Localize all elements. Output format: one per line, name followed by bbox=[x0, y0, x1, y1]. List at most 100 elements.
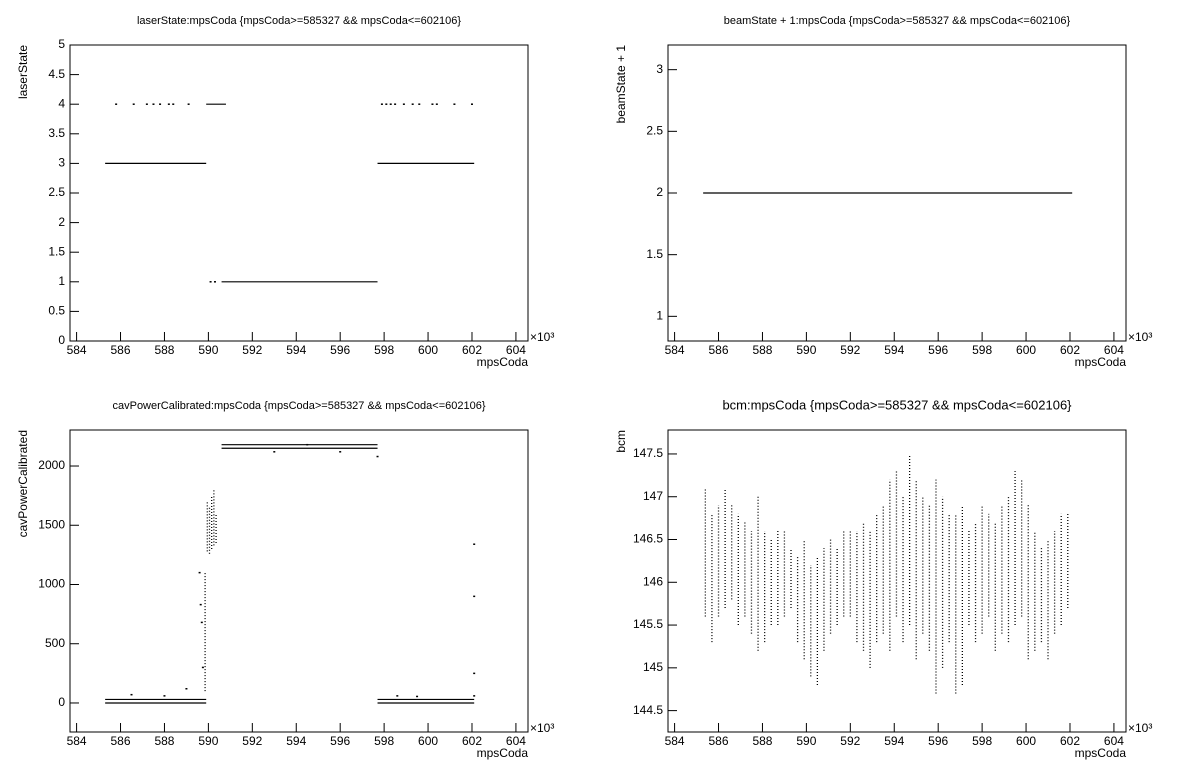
x-tick-label: 594 bbox=[286, 343, 306, 357]
chart-title: laserState:mpsCoda {mpsCoda>=585327 && m… bbox=[137, 15, 461, 27]
y-tick-label: 2000 bbox=[38, 458, 65, 472]
y-tick-label: 5 bbox=[58, 37, 65, 51]
x-tick-label: 596 bbox=[928, 343, 948, 357]
x-axis-label: mpsCoda bbox=[477, 355, 529, 369]
y-tick-label: 0 bbox=[58, 333, 65, 347]
y-tick-label: 147.5 bbox=[633, 446, 663, 460]
x-tick-label: 600 bbox=[418, 734, 438, 748]
data-point bbox=[172, 103, 175, 105]
x-scale-label: ×10³ bbox=[530, 721, 554, 735]
x-tick-label: 586 bbox=[111, 343, 131, 357]
y-tick-label: 4 bbox=[58, 96, 65, 110]
x-tick-label: 598 bbox=[374, 734, 394, 748]
data-point bbox=[159, 103, 162, 105]
y-axis-label: cavPowerCalibrated bbox=[16, 430, 30, 537]
x-tick-label: 584 bbox=[665, 734, 685, 748]
data-point bbox=[416, 695, 419, 698]
x-axis-label: mpsCoda bbox=[1075, 355, 1127, 369]
data-point bbox=[396, 695, 399, 697]
y-tick-label: 2 bbox=[58, 215, 65, 229]
plot-frame bbox=[69, 44, 529, 342]
y-tick-label: 500 bbox=[45, 636, 65, 650]
y-axis-label: beamState + 1 bbox=[614, 45, 628, 124]
y-tick-label: 2.5 bbox=[646, 124, 663, 138]
x-tick-label: 584 bbox=[67, 343, 87, 357]
data-point bbox=[145, 103, 148, 105]
data-point bbox=[385, 103, 388, 105]
x-tick-label: 600 bbox=[418, 343, 438, 357]
data-point bbox=[435, 103, 438, 105]
x-tick-label: 602 bbox=[1060, 343, 1080, 357]
x-tick-label: 602 bbox=[1060, 734, 1080, 748]
data-point bbox=[339, 451, 342, 453]
x-tick-label: 590 bbox=[796, 734, 816, 748]
data-point bbox=[152, 103, 155, 105]
x-scale-label: ×10³ bbox=[1128, 721, 1152, 735]
x-tick-label: 588 bbox=[752, 734, 772, 748]
x-tick-label: 602 bbox=[462, 734, 482, 748]
x-tick-label: 598 bbox=[972, 734, 992, 748]
x-tick-label: 584 bbox=[665, 343, 685, 357]
x-tick-label: 586 bbox=[111, 734, 131, 748]
y-tick-label: 1000 bbox=[38, 577, 65, 591]
y-tick-label: 147 bbox=[643, 489, 663, 503]
chart-title: bcm:mpsCoda {mpsCoda>=585327 && mpsCoda<… bbox=[722, 397, 1072, 412]
x-tick-label: 592 bbox=[840, 343, 860, 357]
data-point bbox=[473, 672, 476, 675]
x-tick-label: 592 bbox=[840, 734, 860, 748]
data-point bbox=[431, 103, 434, 105]
y-tick-label: 3 bbox=[656, 62, 663, 76]
chart-title: beamState + 1:mpsCoda {mpsCoda>=585327 &… bbox=[724, 15, 1071, 27]
y-tick-label: 146.5 bbox=[633, 532, 663, 546]
data-point bbox=[213, 281, 216, 283]
plot-frame bbox=[69, 429, 529, 733]
x-tick-label: 598 bbox=[972, 343, 992, 357]
y-tick-label: 1 bbox=[58, 274, 65, 288]
data-point bbox=[394, 103, 397, 105]
data-point bbox=[132, 103, 135, 105]
y-tick-label: 1 bbox=[656, 309, 663, 323]
x-tick-label: 584 bbox=[67, 734, 87, 748]
data-point bbox=[198, 571, 201, 574]
y-tick-label: 1.5 bbox=[646, 247, 663, 261]
x-tick-label: 596 bbox=[330, 734, 350, 748]
data-point bbox=[209, 281, 212, 283]
data-point bbox=[473, 595, 476, 598]
data-point bbox=[418, 103, 421, 105]
x-axis-label: mpsCoda bbox=[1075, 746, 1127, 760]
plot-frame bbox=[667, 429, 1127, 733]
x-tick-label: 604 bbox=[506, 343, 526, 357]
y-axis-label: laserState bbox=[16, 45, 30, 99]
x-tick-label: 602 bbox=[462, 343, 482, 357]
x-tick-label: 600 bbox=[1016, 343, 1036, 357]
data-point bbox=[130, 693, 133, 696]
data-point bbox=[115, 103, 118, 105]
data-point bbox=[453, 103, 456, 105]
x-tick-label: 588 bbox=[752, 343, 772, 357]
data-point bbox=[163, 695, 166, 697]
data-point bbox=[199, 603, 202, 606]
y-axis-label: bcm bbox=[614, 430, 628, 453]
x-tick-label: 592 bbox=[242, 734, 262, 748]
x-tick-label: 598 bbox=[374, 343, 394, 357]
data-point bbox=[389, 103, 392, 105]
y-tick-label: 3 bbox=[58, 156, 65, 170]
data-point bbox=[200, 621, 203, 624]
y-tick-label: 4.5 bbox=[48, 67, 65, 81]
x-tick-label: 596 bbox=[330, 343, 350, 357]
data-point bbox=[473, 695, 476, 697]
data-point bbox=[411, 103, 414, 105]
data-point bbox=[167, 103, 170, 105]
y-tick-label: 144.5 bbox=[633, 703, 663, 717]
x-axis-label: mpsCoda bbox=[477, 746, 529, 760]
y-tick-label: 145 bbox=[643, 660, 663, 674]
y-tick-label: 145.5 bbox=[633, 617, 663, 631]
x-tick-label: 586 bbox=[709, 343, 729, 357]
data-point bbox=[402, 103, 405, 105]
y-tick-label: 0 bbox=[58, 695, 65, 709]
x-scale-label: ×10³ bbox=[530, 330, 554, 344]
x-tick-label: 594 bbox=[884, 343, 904, 357]
x-tick-label: 590 bbox=[198, 734, 218, 748]
y-tick-label: 3.5 bbox=[48, 126, 65, 140]
